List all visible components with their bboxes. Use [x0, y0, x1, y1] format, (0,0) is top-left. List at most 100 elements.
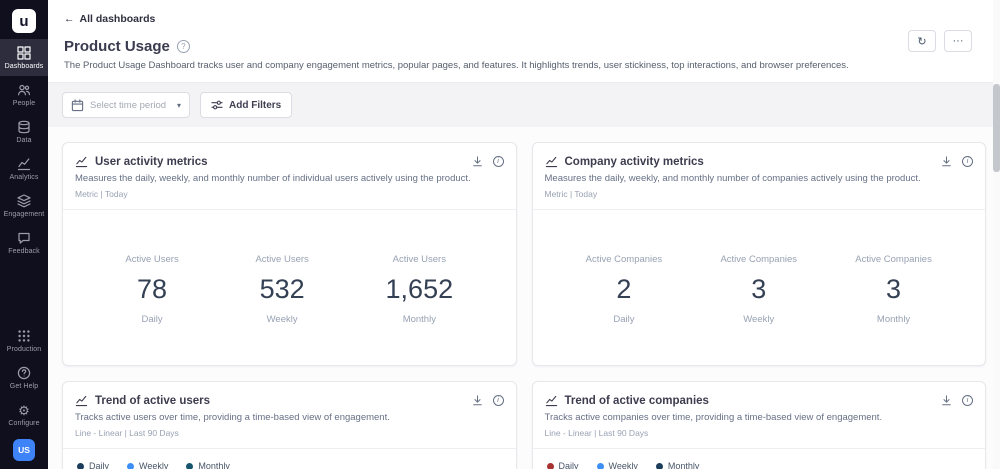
- back-to-dashboards-link[interactable]: ← All dashboards: [64, 13, 155, 25]
- metric-value: 532: [259, 274, 305, 304]
- metric-value: 78: [137, 274, 168, 304]
- sidebar-item-configure[interactable]: ⚙ Configure: [0, 396, 48, 433]
- add-filters-label: Add Filters: [229, 99, 282, 111]
- legend-dot: [546, 462, 554, 469]
- scrollbar-thumb[interactable]: [993, 84, 1000, 172]
- legend-item-weekly[interactable]: Weekly: [596, 461, 638, 469]
- metric-period: Weekly: [743, 314, 775, 325]
- metric-period: Monthly: [876, 314, 911, 325]
- card-title: Trend of active users: [95, 394, 211, 407]
- title-help-icon[interactable]: ?: [176, 40, 190, 53]
- sidebar-item-analytics[interactable]: Analytics: [0, 150, 48, 187]
- card-user-activity-metrics: User activity metrics i Measures the dai…: [62, 142, 517, 366]
- help-icon: [17, 366, 31, 380]
- metric-value: 1,652: [385, 274, 454, 304]
- sidebar-item-people[interactable]: People: [0, 76, 48, 113]
- sidebar-item-label: Data: [16, 137, 32, 144]
- sidebar-item-dashboards[interactable]: Dashboards: [0, 39, 48, 76]
- sidebar: u Dashboards People Data Analytics: [0, 0, 48, 469]
- legend-label: Monthly: [198, 461, 230, 469]
- sidebar-item-get-help[interactable]: Get Help: [0, 359, 48, 396]
- legend-dot: [596, 462, 604, 469]
- chart-icon: [545, 394, 558, 407]
- sidebar-item-engagement[interactable]: Engagement: [0, 187, 48, 224]
- metric-value: 3: [751, 274, 767, 304]
- more-options-button[interactable]: ···: [944, 30, 972, 52]
- legend-dot: [186, 462, 194, 469]
- download-icon[interactable]: [941, 156, 952, 167]
- card-title: Company activity metrics: [564, 155, 704, 168]
- metric-daily: Active Users 78 Daily: [125, 254, 178, 325]
- apps-grid-icon: [17, 329, 31, 343]
- card-meta: Metric | Today: [63, 184, 516, 210]
- chevron-down-icon: ▾: [176, 100, 181, 110]
- sidebar-item-label: People: [12, 100, 36, 107]
- download-icon[interactable]: [941, 395, 952, 406]
- sidebar-item-production[interactable]: Production: [0, 322, 48, 359]
- metric-weekly: Active Users 532 Weekly: [255, 254, 308, 325]
- metric-period: Daily: [613, 314, 635, 325]
- refresh-button[interactable]: ↻: [908, 30, 936, 52]
- legend-item-daily[interactable]: Daily: [546, 461, 579, 469]
- download-icon[interactable]: [472, 395, 483, 406]
- calendar-icon: [71, 98, 84, 112]
- sidebar-item-feedback[interactable]: Feedback: [0, 224, 48, 261]
- legend-item-daily[interactable]: Daily: [77, 461, 109, 469]
- legend-label: Monthly: [667, 461, 700, 469]
- legend-dot: [655, 462, 663, 469]
- metric-label: Active Companies: [855, 254, 932, 265]
- line-chart-icon: [17, 157, 31, 171]
- metric-monthly: Active Users 1,652 Monthly: [386, 254, 454, 325]
- people-icon: [17, 83, 31, 97]
- topbar: ← All dashboards: [48, 0, 1000, 27]
- card-title: Trend of active companies: [564, 394, 709, 407]
- gear-icon: ⚙: [18, 402, 30, 418]
- add-filters-button[interactable]: Add Filters: [200, 92, 293, 118]
- back-arrow-icon: ←: [64, 13, 75, 25]
- dashboards-icon: [17, 46, 31, 60]
- info-icon[interactable]: i: [962, 395, 973, 406]
- sidebar-bottom-group: Production Get Help ⚙ Configure US: [0, 322, 48, 469]
- refresh-icon: ↻: [917, 35, 927, 48]
- metric-label: Active Companies: [585, 254, 663, 265]
- user-avatar[interactable]: US: [13, 439, 35, 461]
- card-trend-active-users: Trend of active users i Tracks active us…: [62, 381, 517, 469]
- time-period-placeholder: Select time period: [90, 99, 167, 111]
- vertical-scrollbar[interactable]: [993, 0, 1000, 469]
- metric-value: 2: [616, 274, 632, 304]
- card-description: Tracks active users over time, providing…: [75, 412, 390, 423]
- sidebar-item-data[interactable]: Data: [0, 113, 48, 150]
- userpilot-logo[interactable]: u: [12, 9, 36, 33]
- sidebar-item-label: Get Help: [9, 383, 39, 390]
- chart-icon: [545, 155, 558, 168]
- metric-period: Monthly: [402, 314, 436, 325]
- card-description: Measures the daily, weekly, and monthly …: [544, 173, 921, 184]
- legend-label: Daily: [558, 461, 579, 469]
- legend-item-monthly[interactable]: Monthly: [655, 461, 700, 469]
- sidebar-item-label: Analytics: [9, 174, 39, 181]
- chat-bubble-icon: [17, 231, 31, 245]
- metric-label: Active Companies: [720, 254, 798, 265]
- legend-label: Weekly: [139, 461, 169, 469]
- chart-icon: [75, 394, 88, 407]
- info-icon[interactable]: i: [492, 156, 504, 167]
- card-description: Measures the daily, weekly, and monthly …: [75, 173, 471, 184]
- info-icon[interactable]: i: [492, 395, 504, 406]
- page-header: Product Usage ?: [48, 27, 1000, 55]
- time-period-select[interactable]: Select time period ▾: [62, 92, 190, 118]
- download-icon[interactable]: [472, 156, 483, 167]
- legend-item-weekly[interactable]: Weekly: [127, 461, 168, 469]
- legend-item-monthly[interactable]: Monthly: [186, 461, 230, 469]
- database-icon: [17, 120, 31, 134]
- legend-label: Weekly: [608, 461, 638, 469]
- sidebar-item-label: Feedback: [8, 248, 40, 255]
- metric-weekly: Active Companies 3 Weekly: [720, 254, 797, 325]
- legend-label: Daily: [89, 461, 110, 469]
- metric-label: Active Users: [125, 254, 179, 265]
- metrics-row: Active Companies 2 Daily Active Companie…: [533, 210, 986, 365]
- metric-label: Active Users: [255, 254, 309, 265]
- chart-legend: Daily Weekly Monthly: [63, 449, 516, 469]
- info-icon[interactable]: i: [962, 156, 973, 167]
- card-description: Tracks active companies over time, provi…: [544, 412, 883, 423]
